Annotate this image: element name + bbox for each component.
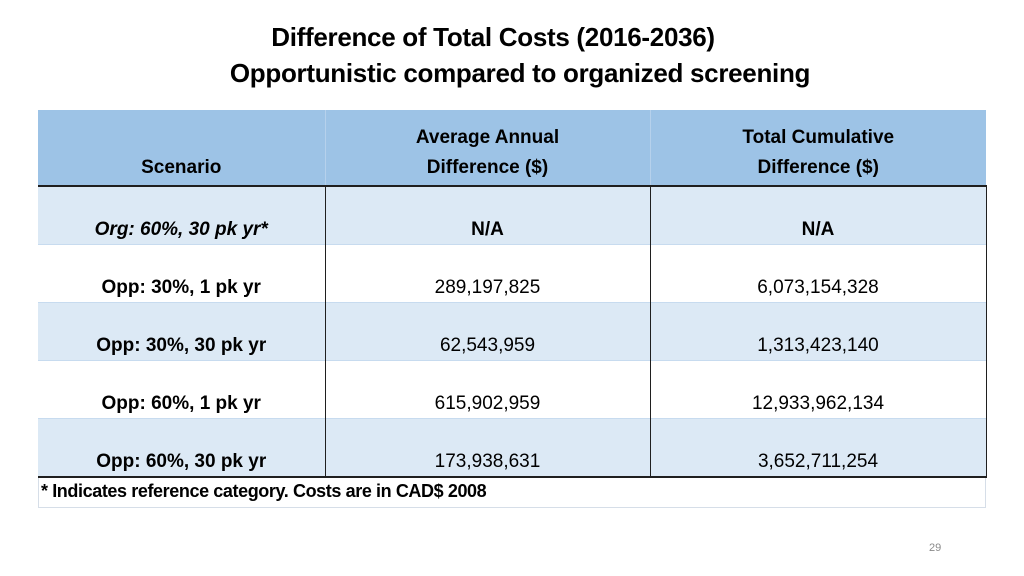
header-average-annual-line2: Difference ($) [426,157,549,178]
page-number: 29 [929,542,942,554]
cell-average-annual: 173,938,631 [324,418,651,478]
cell-scenario: Opp: 30%, 30 pk yr [38,302,326,361]
cell-average-annual: N/A [324,185,651,245]
header-average-annual: Average Annual Difference ($) [324,110,650,187]
cost-difference-table: Scenario Average Annual Difference ($) T… [38,110,987,478]
cell-total-cumulative: 1,313,423,140 [649,302,987,361]
header-total-cumulative-line1: Total Cumulative [742,127,895,148]
table-row-reference: Org: 60%, 30 pk yr* N/A N/A [38,185,987,245]
cell-total-cumulative: 12,933,962,134 [649,360,987,419]
cell-average-annual: 615,902,959 [324,360,651,419]
cell-scenario: Org: 60%, 30 pk yr* [38,185,326,245]
cost-difference-table-container: Scenario Average Annual Difference ($) T… [38,110,987,508]
table-footnote: * Indicates reference category. Costs ar… [41,481,487,501]
cell-total-cumulative: N/A [649,185,987,245]
header-total-cumulative-line2: Difference ($) [757,157,879,178]
cell-scenario: Opp: 30%, 1 pk yr [38,244,326,303]
cell-average-annual: 289,197,825 [324,244,651,303]
header-scenario-label: Scenario [141,157,222,178]
slide-title: Difference of Total Costs (2016-2036) [271,22,715,52]
header-scenario: Scenario [38,110,325,187]
cell-scenario: Opp: 60%, 30 pk yr [38,418,326,478]
header-total-cumulative: Total Cumulative Difference ($) [649,110,986,187]
table-row: Opp: 30%, 1 pk yr 289,197,825 6,073,154,… [38,244,987,303]
cell-average-annual: 62,543,959 [324,302,651,361]
cell-scenario: Opp: 60%, 1 pk yr [38,360,326,419]
table-row: Opp: 60%, 30 pk yr 173,938,631 3,652,711… [38,418,987,478]
cell-total-cumulative: 3,652,711,254 [649,418,987,478]
slide-subtitle: Opportunistic compared to organized scre… [229,58,811,88]
table-row: Opp: 60%, 1 pk yr 615,902,959 12,933,962… [38,360,987,419]
cell-total-cumulative: 6,073,154,328 [649,244,987,303]
table-row: Opp: 30%, 30 pk yr 62,543,959 1,313,423,… [38,302,987,361]
header-average-annual-line1: Average Annual [415,127,560,148]
table-header-row: Scenario Average Annual Difference ($) T… [38,110,986,187]
